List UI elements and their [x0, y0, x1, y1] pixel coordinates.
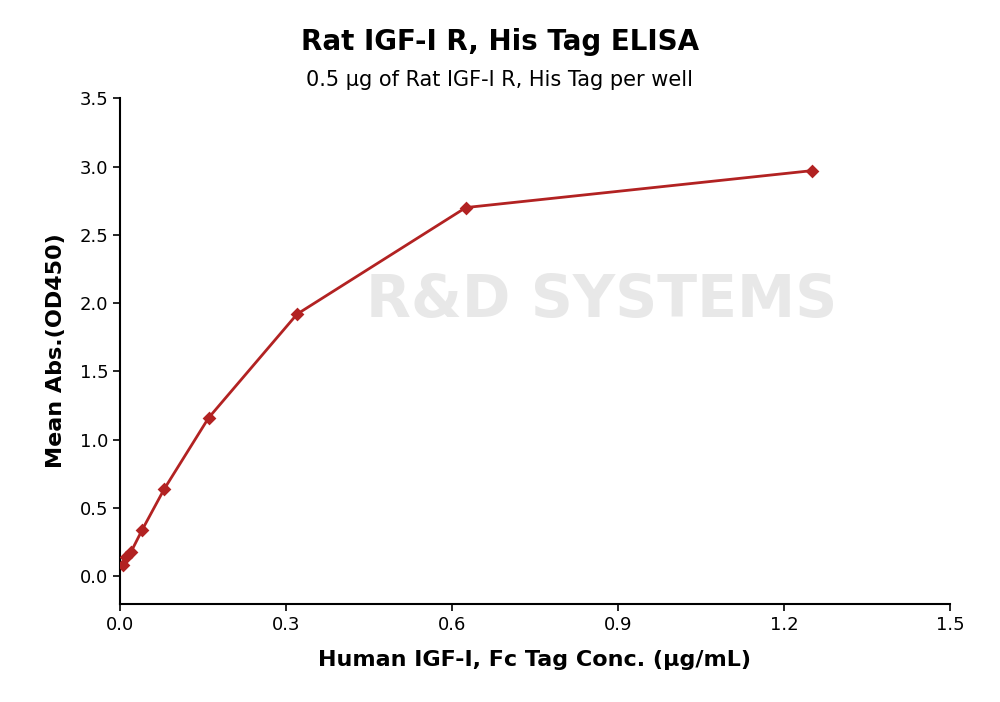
Point: [156, 484, 172, 495]
Point: [123, 546, 139, 557]
Y-axis label: Mean Abs.(OD450): Mean Abs.(OD450): [46, 234, 66, 468]
Text: Rat IGF-I R, His Tag ELISA: Rat IGF-I R, His Tag ELISA: [301, 28, 699, 56]
X-axis label: Human IGF-I, Fc Tag Conc. (μg/mL): Human IGF-I, Fc Tag Conc. (μg/mL): [318, 650, 752, 670]
Point: [134, 524, 150, 536]
Point: [115, 560, 131, 571]
Point: [289, 308, 305, 319]
Point: [804, 165, 820, 176]
Point: [118, 552, 134, 563]
Point: [458, 202, 474, 213]
Point: [201, 412, 217, 423]
Text: 0.5 μg of Rat IGF-I R, His Tag per well: 0.5 μg of Rat IGF-I R, His Tag per well: [306, 70, 694, 90]
Text: R&D SYSTEMS: R&D SYSTEMS: [366, 272, 837, 329]
